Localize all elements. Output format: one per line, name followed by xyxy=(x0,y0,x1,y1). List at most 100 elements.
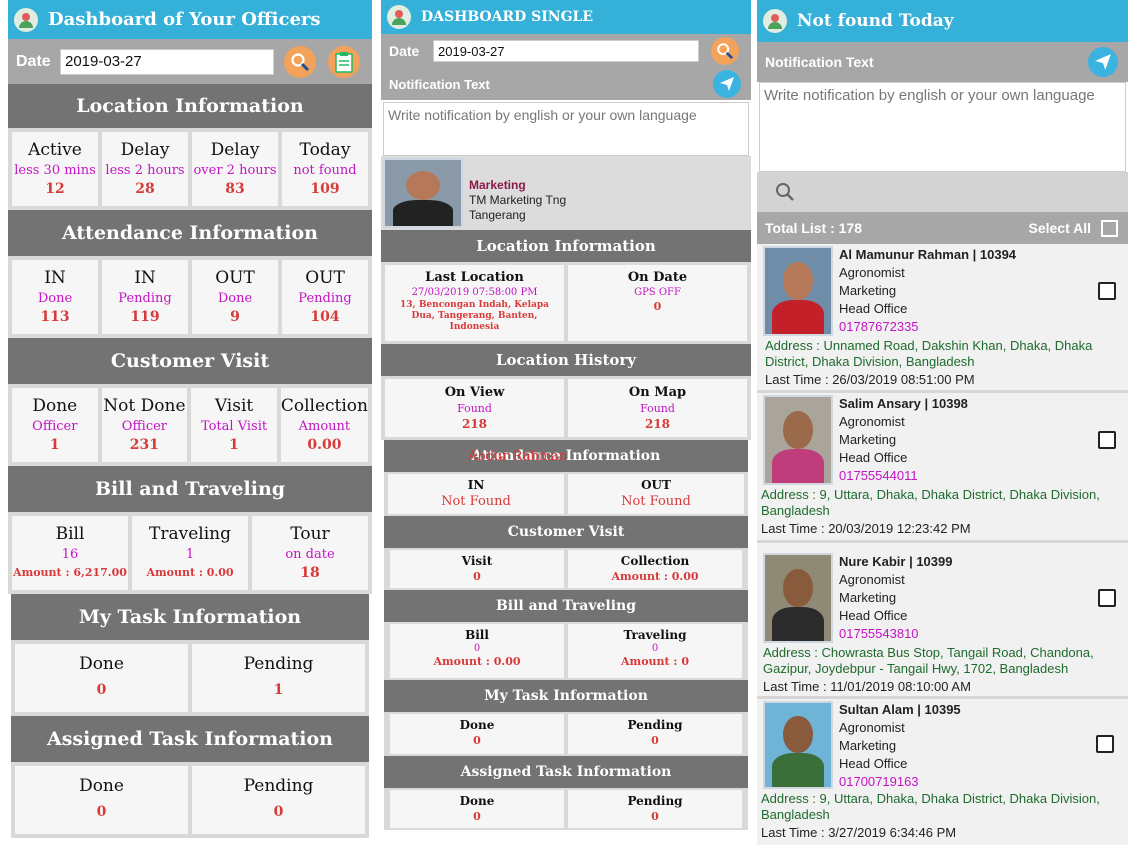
attendance-info-header: Attendance Information Abdur Rahman xyxy=(384,440,748,472)
person-address: Address : 9, Uttara, Dhaka, Dhaka Distri… xyxy=(761,487,1100,518)
visit-stat-collection[interactable]: Collection Amount 0.00 xyxy=(280,388,368,462)
assigned-task-row: Done 0 Pending 0 xyxy=(384,788,748,830)
my-task-pending[interactable]: Pending 1 xyxy=(192,644,365,712)
attendance-title: Attendance Information xyxy=(471,448,661,464)
assigned-task-done[interactable]: Done 0 xyxy=(15,766,188,834)
person-role: Agronomist xyxy=(839,720,905,735)
visit-stat-done[interactable]: Done Officer 1 xyxy=(12,388,98,462)
person-select-checkbox[interactable] xyxy=(1098,431,1116,449)
date-bar: Date 2019-03-27 xyxy=(8,39,372,84)
attendance-stat-in-pending[interactable]: IN Pending 119 xyxy=(102,260,188,334)
location-stat-today[interactable]: Today not found 109 xyxy=(282,132,368,206)
list-item[interactable]: Salim Ansary | 10398 Agronomist Marketin… xyxy=(757,393,1128,543)
my-task-done[interactable]: Done 0 xyxy=(15,644,188,712)
on-view-cell[interactable]: On View Found 218 xyxy=(385,379,564,437)
person-select-checkbox[interactable] xyxy=(1096,735,1114,753)
traveling-cell[interactable]: Traveling 0 Amount : 0 xyxy=(568,624,742,678)
list-item[interactable]: Al Mamunur Rahman | 10394 Agronomist Mar… xyxy=(757,244,1128,393)
person-address: Address : Unnamed Road, Dakshin Khan, Dh… xyxy=(765,338,1093,369)
assigned-task-done[interactable]: Done 0 xyxy=(390,790,564,828)
attendance-info-header: Attendance Information xyxy=(8,210,372,256)
person-role: Agronomist xyxy=(839,414,905,429)
search-button[interactable] xyxy=(711,37,739,65)
person-last-time: Last Time : 20/03/2019 12:23:42 PM xyxy=(761,521,971,536)
location-stat-delay-short[interactable]: Delay less 2 hours 28 xyxy=(102,132,188,206)
date-input[interactable]: 2019-03-27 xyxy=(433,40,699,62)
send-notification-button[interactable] xyxy=(1088,47,1118,77)
report-button[interactable] xyxy=(328,45,360,78)
list-item[interactable]: Nure Kabir | 10399 Agronomist Marketing … xyxy=(757,543,1128,699)
notification-input[interactable]: Write notification by english or your ow… xyxy=(759,82,1126,172)
search-bar[interactable] xyxy=(757,172,1128,212)
customer-visit-header: Customer Visit xyxy=(384,516,748,548)
assigned-task-pending[interactable]: Pending 0 xyxy=(568,790,742,828)
person-office: Head Office xyxy=(839,608,908,623)
location-stat-delay-long[interactable]: Delay over 2 hours 83 xyxy=(192,132,278,206)
person-phone[interactable]: 01787672335 xyxy=(839,319,919,334)
on-date-cell[interactable]: On Date GPS OFF 0 xyxy=(568,265,747,341)
officer-name-overlay: Abdur Rahman xyxy=(468,449,568,464)
person-phone[interactable]: 01700719163 xyxy=(839,774,919,789)
send-notification-button[interactable] xyxy=(713,70,741,98)
person-phone[interactable]: 01755543810 xyxy=(839,626,919,641)
on-map-cell[interactable]: On Map Found 218 xyxy=(568,379,747,437)
person-role: Agronomist xyxy=(839,572,905,587)
person-avatar xyxy=(763,395,833,485)
assigned-task-row: Done 0 Pending 0 xyxy=(11,762,369,838)
person-select-checkbox[interactable] xyxy=(1098,282,1116,300)
person-avatar xyxy=(763,701,833,789)
customer-visit-header: Customer Visit xyxy=(8,338,372,384)
person-phone[interactable]: 01755544011 xyxy=(839,468,918,483)
search-icon xyxy=(776,183,794,201)
person-office: Head Office xyxy=(839,450,908,465)
bill-cell[interactable]: Bill 0 Amount : 0.00 xyxy=(390,624,564,678)
attendance-stat-out-pending[interactable]: OUT Pending 104 xyxy=(282,260,368,334)
location-info-header: Location Information xyxy=(381,230,751,262)
tour-stat[interactable]: Tour on date 18 xyxy=(252,516,368,590)
app-logo-icon xyxy=(763,9,787,33)
location-info-row: Active less 30 mins 12 Delay less 2 hours 28… xyxy=(8,128,372,210)
bill-traveling-row: Bill 16 Amount : 6,217.00 Traveling 1 Amount… xyxy=(8,512,372,594)
person-department: Marketing xyxy=(839,590,897,605)
last-location-cell[interactable]: Last Location 27/03/2019 07:58:00 PM 13, B… xyxy=(385,265,564,341)
attendance-stat-in-done[interactable]: IN Done 113 xyxy=(12,260,98,334)
attendance-out-cell[interactable]: OUT Not Found xyxy=(568,474,744,514)
list-item[interactable]: Sultan Alam | 10395 Agronomist Marketing… xyxy=(757,699,1128,845)
attendance-info-row: IN Done 113 IN Pending 119 OUT Done 9 OUT Pendi… xyxy=(8,256,372,338)
clipboard-icon xyxy=(335,51,353,73)
person-department: Marketing xyxy=(839,283,897,298)
send-icon xyxy=(720,77,734,91)
my-task-done[interactable]: Done 0 xyxy=(390,714,564,754)
person-name: Salim Ansary | 10398 xyxy=(839,396,968,411)
bill-traveling-header: Bill and Traveling xyxy=(8,466,372,512)
assigned-task-pending[interactable]: Pending 0 xyxy=(192,766,365,834)
visit-stat-total[interactable]: Visit Total Visit 1 xyxy=(191,388,277,462)
notification-input[interactable]: Write notification by english or your ow… xyxy=(383,102,749,156)
location-stat-active[interactable]: Active less 30 mins 12 xyxy=(12,132,98,206)
officer-avatar xyxy=(383,158,463,228)
visit-cell[interactable]: Visit 0 xyxy=(390,550,564,588)
officer-card[interactable]: Marketing TM Marketing Tng Tangerang xyxy=(381,156,751,230)
collection-cell[interactable]: Collection Amount : 0.00 xyxy=(568,550,742,588)
notification-label: Notification Text xyxy=(389,76,490,92)
person-address: Address : 9, Uttara, Dhaka, Dhaka Distri… xyxy=(761,791,1100,822)
bill-stat[interactable]: Bill 16 Amount : 6,217.00 xyxy=(12,516,128,590)
attendance-in-cell[interactable]: IN Not Found xyxy=(388,474,564,514)
select-all-checkbox[interactable] xyxy=(1101,219,1118,237)
bill-traveling-row: Bill 0 Amount : 0.00 Traveling 0 Amount : 0 xyxy=(384,622,748,680)
person-avatar xyxy=(763,246,833,336)
date-input[interactable]: 2019-03-27 xyxy=(60,48,274,75)
select-all-label: Select All xyxy=(1028,220,1091,236)
attendance-stat-out-done[interactable]: OUT Done 9 xyxy=(192,260,278,334)
officers-dashboard-screen: Dashboard of Your Officers Date 2019-03-… xyxy=(8,0,372,848)
visit-stat-not-done[interactable]: Not Done Officer 231 xyxy=(101,388,188,462)
search-button[interactable] xyxy=(284,45,316,78)
customer-visit-row: Visit 0 Collection Amount : 0.00 xyxy=(384,548,748,590)
single-dashboard-screen: DASHBOARD SINGLE Date 2019-03-27 Notific… xyxy=(381,0,751,848)
notification-label: Notification Text xyxy=(765,54,874,70)
traveling-stat[interactable]: Traveling 1 Amount : 0.00 xyxy=(132,516,248,590)
person-last-time: Last Time : 3/27/2019 6:34:46 PM xyxy=(761,825,957,840)
my-task-pending[interactable]: Pending 0 xyxy=(568,714,742,754)
person-select-checkbox[interactable] xyxy=(1098,589,1116,607)
person-last-time: Last Time : 11/01/2019 08:10:00 AM xyxy=(763,679,971,694)
